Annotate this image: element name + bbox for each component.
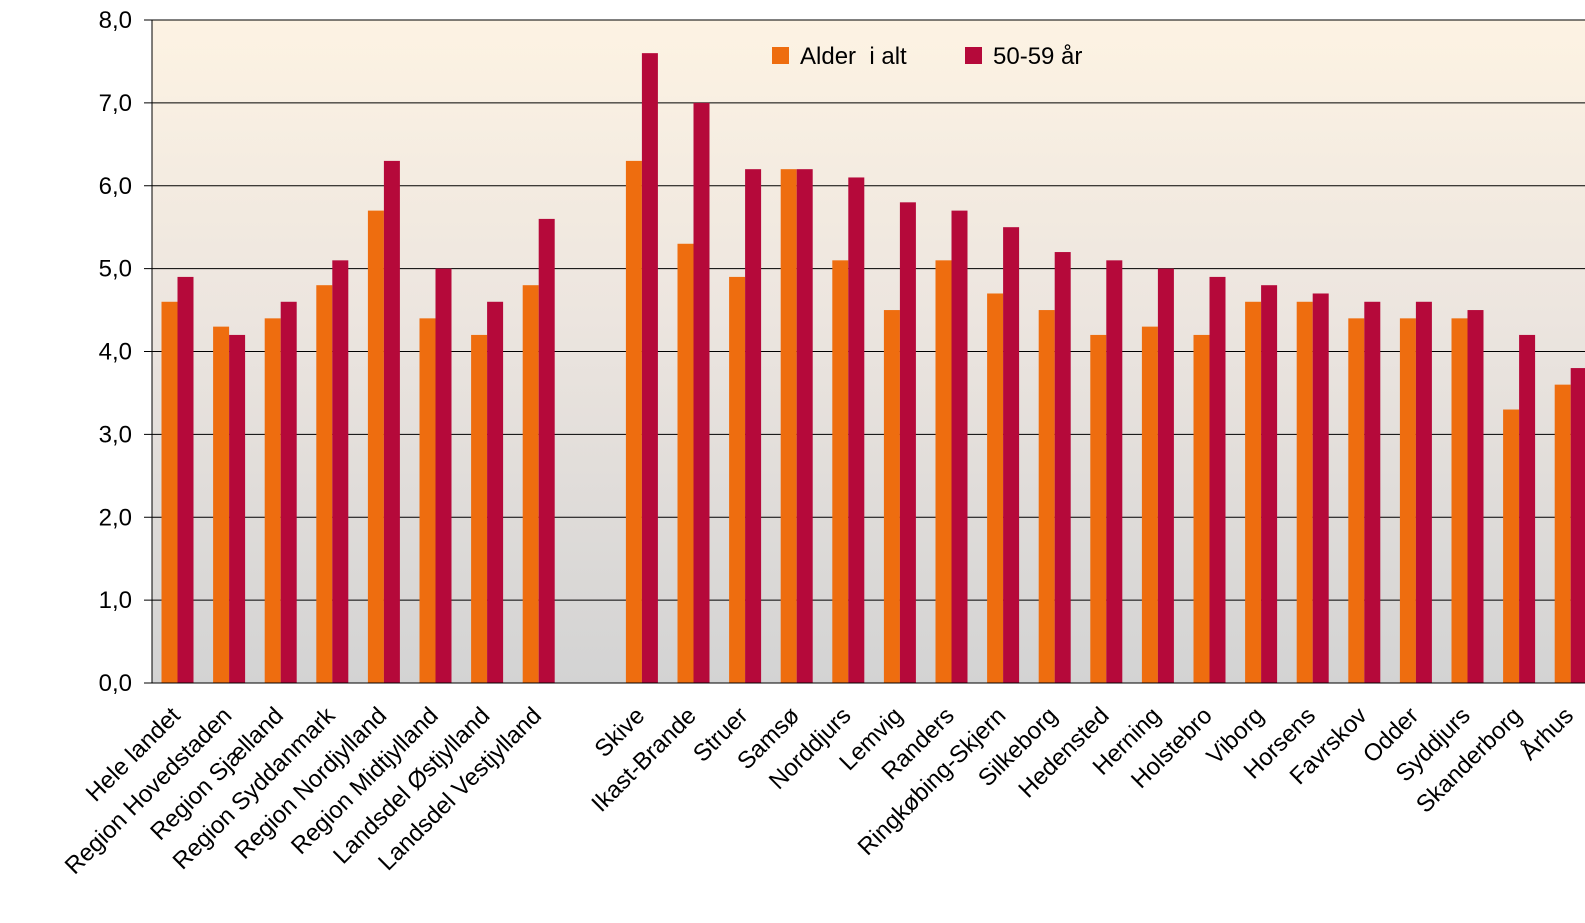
bar-50-59-aar [383,160,400,683]
bar-50-59-aar [899,202,916,683]
bar-50-59-aar [1312,293,1329,683]
legend: Alder i alt 50-59 år [772,43,1082,70]
bar-50-59-aar [1157,268,1174,683]
bar-alder-i-alt [1245,301,1262,683]
bar-50-59-aar [1209,276,1226,683]
bar-50-59-aar [435,268,452,683]
bar-50-59-aar [538,218,555,683]
bar-alder-i-alt [625,160,642,683]
bar-alder-i-alt [1193,334,1210,683]
bar-50-59-aar [745,169,762,684]
bar-alder-i-alt [161,301,178,683]
bar-50-59-aar [1003,227,1020,683]
bar-50-59-aar [1261,285,1278,683]
legend-swatch [772,47,789,64]
bar-alder-i-alt [883,310,900,683]
bar-50-59-aar [280,301,297,683]
bar-50-59-aar [796,169,813,684]
y-tick-label: 5,0 [99,256,132,283]
bar-50-59-aar [1106,260,1123,683]
bar-alder-i-alt [1038,310,1055,683]
bar-50-59-aar [693,102,710,683]
y-tick-label: 2,0 [99,504,132,531]
bar-alder-i-alt [1451,318,1468,683]
bar-alder-i-alt [316,285,333,683]
y-tick-label: 6,0 [99,173,132,200]
bar-50-59-aar [1364,301,1381,683]
bar-alder-i-alt [832,260,849,683]
y-tick-label: 4,0 [99,339,132,366]
bar-alder-i-alt [367,210,384,684]
bar-50-59-aar [951,210,968,684]
bar-50-59-aar [332,260,349,683]
bar-alder-i-alt [1090,334,1107,683]
y-axis-ticks: 0,0 1,0 2,0 3,0 4,0 5,0 6,0 7,0 8,0 [99,7,152,697]
bar-50-59-aar [177,276,194,683]
y-tick-label: 7,0 [99,90,132,117]
bar-50-59-aar [1054,252,1071,684]
bar-50-59-aar [1415,301,1432,683]
bar-alder-i-alt [987,293,1004,683]
bar-50-59-aar [487,301,504,683]
y-tick-label: 0,0 [99,670,132,697]
bar-alder-i-alt [1503,409,1520,683]
bar-alder-i-alt [935,260,952,683]
bar-alder-i-alt [419,318,436,683]
bar-50-59-aar [229,334,246,683]
bars [161,53,1585,684]
bar-50-59-aar [1570,368,1585,683]
bar-alder-i-alt [1141,326,1158,683]
bar-50-59-aar [848,177,865,683]
bar-alder-i-alt [264,318,281,683]
y-tick-label: 1,0 [99,587,132,614]
bar-alder-i-alt [522,285,539,683]
legend-label: 50-59 år [993,43,1082,70]
legend-label: Alder i alt [800,43,907,70]
bar-50-59-aar [641,53,658,683]
bar-alder-i-alt [1296,301,1313,683]
bar-50-59-aar [1467,310,1484,683]
bar-alder-i-alt [1554,384,1571,683]
bar-alder-i-alt [780,169,797,684]
bar-alder-i-alt [677,243,694,683]
bar-alder-i-alt [729,276,746,683]
y-tick-label: 8,0 [99,7,132,34]
legend-swatch [965,47,982,64]
bar-50-59-aar [1519,334,1536,683]
bar-alder-i-alt [1348,318,1365,683]
bar-alder-i-alt [471,334,488,683]
y-tick-label: 3,0 [99,421,132,448]
x-category-label: Århus [1515,701,1579,765]
bar-alder-i-alt [1399,318,1416,683]
bar-alder-i-alt [213,326,230,683]
